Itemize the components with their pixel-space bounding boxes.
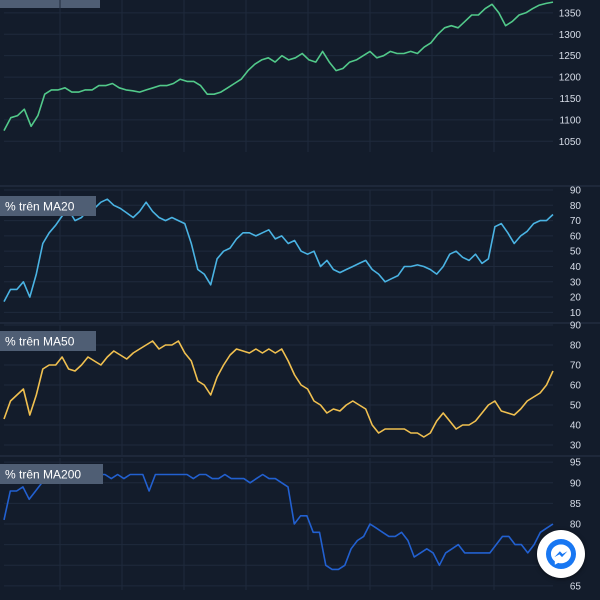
chart-panel-1: 1050 1100 1150 1200 1250 1300 1350 (3, 0, 582, 152)
y-tick-label: 30 (570, 441, 582, 452)
panel-title-box (0, 196, 96, 216)
series-line (3, 1, 554, 131)
y-tick-label: 80 (570, 201, 582, 212)
y-tick-label: 1150 (559, 94, 581, 105)
y-tick-label: 60 (570, 381, 582, 392)
y-tick-label: 1300 (559, 30, 582, 41)
series-line (3, 473, 554, 571)
y-tick-label: 40 (570, 262, 582, 273)
y-tick-label: 60 (570, 231, 582, 242)
y-tick-label: 20 (570, 293, 582, 304)
y-tick-label: 65 (570, 581, 582, 592)
y-tick-label: 70 (570, 216, 582, 227)
chart-panel-4: 65707580859095% trên MA200 (0, 458, 582, 592)
cropped-label-box (0, 0, 100, 8)
messenger-icon (546, 539, 576, 569)
y-tick-label: 80 (570, 520, 582, 531)
panel-title: % trên MA20 (5, 200, 75, 214)
y-tick-label: 1200 (559, 73, 582, 84)
y-tick-label: 40 (570, 421, 582, 432)
y-tick-label: 1350 (559, 8, 582, 19)
panel-title-box (0, 331, 96, 351)
y-tick-label: 95 (570, 458, 582, 469)
panel-title: % trên MA200 (5, 468, 81, 482)
chart-panel-3: 30 40 50 60 70 80 90 % trên MA50 (0, 321, 582, 455)
y-tick-label: 90 (570, 478, 582, 489)
y-tick-label: 90 (570, 186, 582, 197)
series-line (3, 340, 554, 438)
y-tick-label: 1250 (559, 51, 582, 62)
messenger-chat-button[interactable] (537, 530, 585, 578)
y-tick-label: 80 (570, 341, 582, 352)
y-tick-label: 50 (570, 247, 582, 258)
y-tick-label: 1100 (559, 115, 581, 126)
y-tick-label: 1050 (559, 137, 582, 148)
y-tick-label: 10 (570, 308, 582, 319)
panel-title: % trên MA50 (5, 335, 75, 349)
y-tick-label: 30 (570, 277, 582, 288)
y-tick-label: 70 (570, 361, 582, 372)
y-tick-label: 90 (570, 321, 582, 332)
y-tick-label: 85 (570, 499, 582, 510)
chart-panel-2: 10 20 30 40 50 60 70 80 90 % trên MA20 (0, 186, 582, 320)
y-tick-label: 50 (570, 401, 582, 412)
panel-title-box (0, 464, 103, 484)
